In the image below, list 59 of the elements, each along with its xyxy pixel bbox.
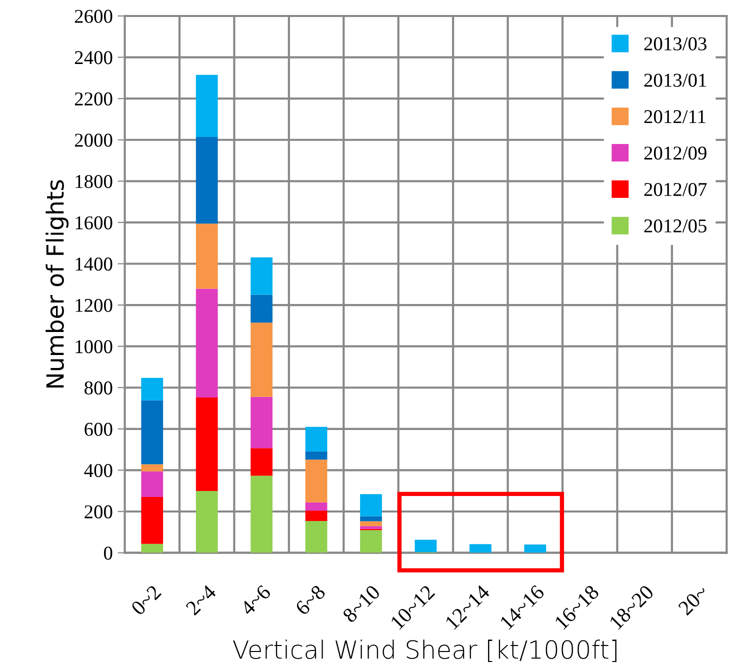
bar	[360, 521, 382, 526]
y-tick-label: 2200	[74, 92, 112, 106]
legend-label: 2012/07	[644, 182, 707, 196]
y-tick-label: 1400	[76, 258, 112, 271]
y-tick-label: 0	[104, 546, 112, 560]
legend-label: 2012/05	[644, 219, 706, 232]
y-tick-label: 1600	[76, 216, 112, 230]
bar	[305, 460, 328, 502]
bar	[196, 491, 218, 553]
bar	[305, 510, 328, 521]
bar	[141, 400, 164, 464]
bar	[250, 294, 273, 323]
y-tick-label: 600	[84, 422, 112, 436]
legend-label: 2012/11	[644, 110, 706, 124]
x-tick-label: 4~6	[240, 584, 272, 616]
bar	[196, 136, 218, 224]
bar	[141, 378, 164, 400]
bar	[141, 544, 164, 553]
bar	[360, 494, 382, 516]
bar	[469, 544, 492, 553]
y-tick-label: 2400	[74, 51, 112, 64]
bar	[196, 288, 218, 398]
bar	[360, 516, 382, 522]
y-tick-label: 200	[84, 505, 112, 518]
x-tick-label: 20~	[678, 584, 710, 616]
bar	[305, 451, 328, 460]
bar	[141, 471, 164, 498]
bar	[141, 464, 164, 472]
bar	[250, 448, 273, 476]
bar	[196, 74, 218, 137]
bar	[305, 426, 328, 452]
x-tick-label: 2~4	[185, 584, 217, 616]
bar	[196, 398, 218, 492]
y-tick-label: 1200	[76, 298, 112, 312]
legend-label: 2012/09	[644, 146, 706, 160]
bar	[305, 520, 328, 553]
legend-label: 2013/03	[644, 37, 706, 50]
bar	[250, 396, 273, 448]
y-axis-title: Number of Flights	[46, 180, 69, 388]
x-tick-label: 0~2	[130, 584, 162, 616]
bar	[414, 540, 437, 552]
x-axis-title: Vertical Wind Shear [kt/1000ft]	[233, 640, 616, 662]
y-tick-label: 2600	[74, 10, 112, 23]
y-tick-label: 1000	[76, 340, 112, 354]
bar	[524, 544, 546, 553]
y-tick-label: 2000	[74, 134, 112, 147]
legend-label: 2013/01	[644, 74, 706, 87]
y-tick-label: 1800	[76, 174, 112, 188]
x-tick-label: 6~8	[294, 584, 326, 616]
bar	[250, 257, 273, 295]
y-tick-label: 800	[84, 381, 112, 395]
bar	[360, 526, 382, 529]
y-tick-label: 400	[84, 464, 112, 478]
bar	[250, 476, 273, 553]
bar	[305, 502, 328, 511]
bar	[250, 322, 273, 397]
bar	[141, 497, 164, 544]
bar	[196, 224, 218, 289]
bar	[360, 530, 382, 553]
